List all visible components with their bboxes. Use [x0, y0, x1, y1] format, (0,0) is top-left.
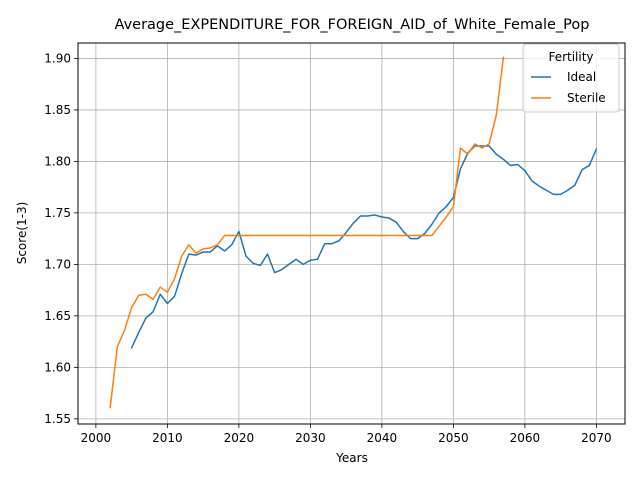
x-tick-label: 2040	[367, 431, 398, 445]
series-line-sterile	[109, 56, 505, 409]
y-tick-label: 1.75	[44, 206, 71, 220]
legend-box	[522, 43, 620, 113]
legend-title: Fertility	[548, 50, 593, 64]
y-axis-title: Score(1-3)	[15, 202, 29, 265]
series-line-ideal	[130, 145, 598, 349]
x-tick-label: 2010	[152, 431, 183, 445]
x-tick-label: 2050	[438, 431, 469, 445]
chart-title: Average_EXPENDITURE_FOR_FOREIGN_AID_of_W…	[115, 17, 590, 33]
plot-frame	[77, 42, 626, 425]
series-layer	[109, 56, 598, 409]
y-tick-label: 1.85	[44, 103, 71, 117]
y-tick-label: 1.90	[44, 51, 71, 65]
y-tick-label: 1.70	[44, 257, 71, 271]
legend-label-sterile: Sterile	[567, 91, 606, 105]
legend-label-ideal: Ideal	[567, 70, 596, 84]
x-tick-label: 2060	[510, 431, 541, 445]
x-tick-label: 2070	[581, 431, 612, 445]
x-tick-label: 2000	[81, 431, 112, 445]
x-axis-title: Years	[335, 451, 368, 465]
y-tick-label: 1.65	[44, 309, 71, 323]
ticks: 2000 2010 2020 2030 2040 2050 2060 2070 1.55 1.60…	[44, 51, 611, 445]
legend: Fertility Ideal Sterile	[522, 43, 620, 113]
x-tick-label: 2030	[295, 431, 326, 445]
y-tick-label: 1.60	[44, 360, 71, 374]
y-tick-label: 1.80	[44, 154, 71, 168]
x-tick-label: 2020	[224, 431, 255, 445]
y-tick-label: 1.55	[44, 412, 71, 426]
